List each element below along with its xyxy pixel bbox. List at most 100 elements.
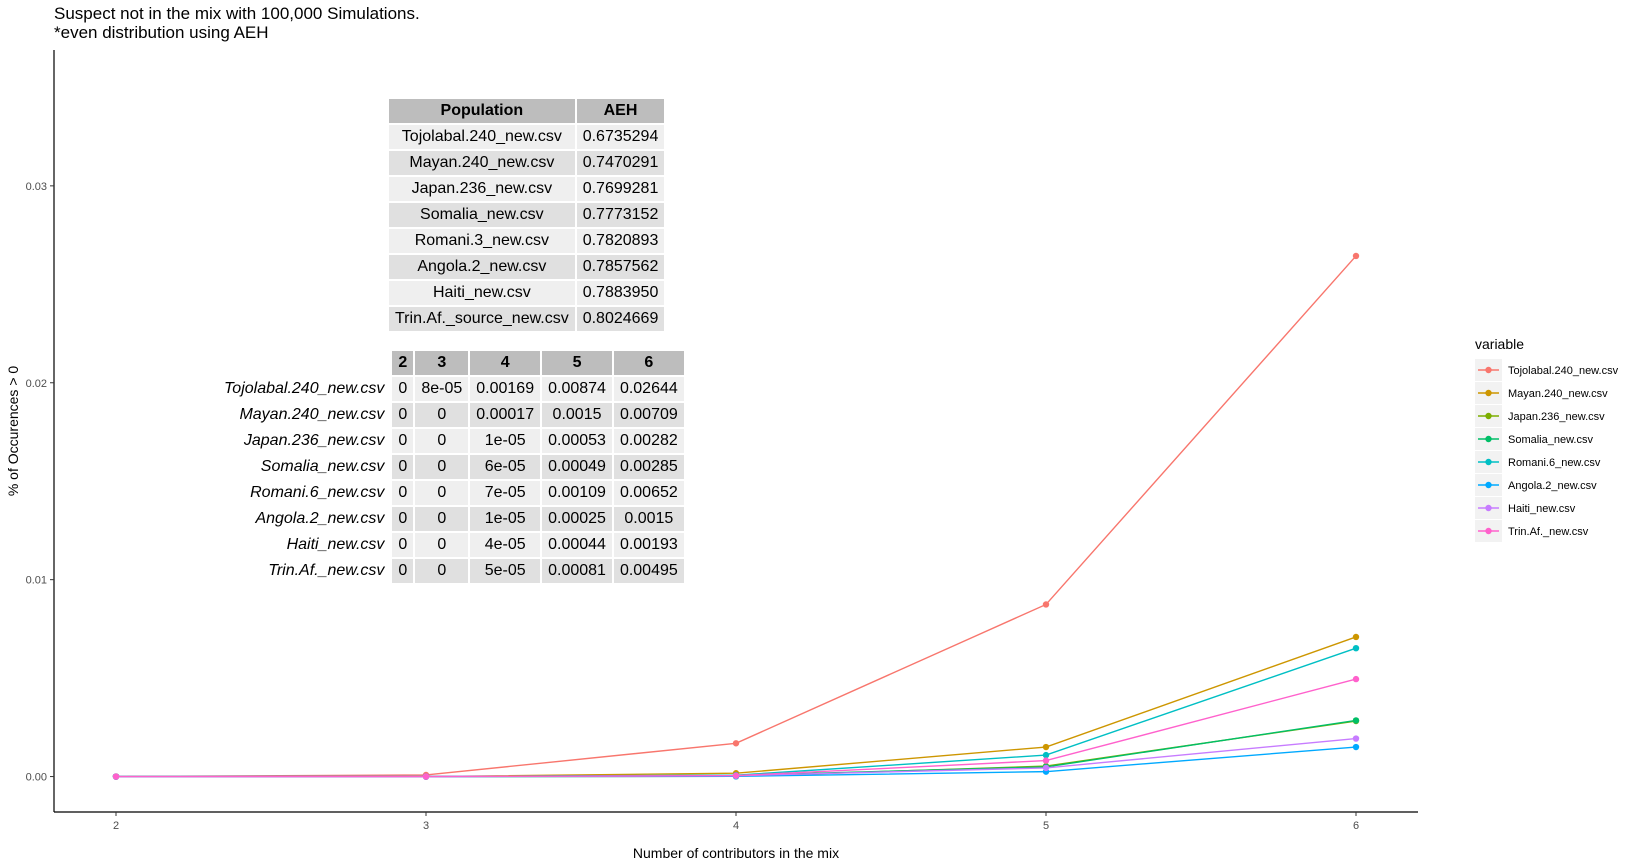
counts-value-cell: 0 (415, 455, 469, 479)
aeh-population-cell: Mayan.240_new.csv (389, 151, 575, 175)
counts-table-body: Tojolabal.240_new.csv 0 8e-05 0.00169 0.0087… (218, 377, 684, 583)
legend-label: Haiti_new.csv (1508, 503, 1576, 515)
counts-value-cell: 8e-05 (415, 377, 469, 401)
legend-label: Mayan.240_new.csv (1508, 388, 1608, 400)
data-point (1352, 717, 1360, 724)
counts-value-cell: 0 (392, 377, 414, 401)
counts-row-label: Somalia_new.csv (260, 458, 385, 475)
counts-value-cell: 0.00874 (542, 377, 612, 401)
legend-item: Trin.Af._new.csv (1475, 520, 1589, 542)
counts-row-label: Mayan.240_new.csv (239, 406, 385, 423)
counts-value-cell: 0 (415, 507, 469, 531)
x-tick-label: 6 (1353, 820, 1359, 832)
counts-value-cell: 6e-05 (470, 455, 541, 479)
counts-row-label: Romani.6_new.csv (250, 484, 385, 501)
aeh-table-row: Tojolabal.240_new.csv 0.6735294 (389, 125, 665, 149)
counts-table-row: Angola.2_new.csv 0 0 1e-05 0.00025 0.0015 (218, 507, 684, 531)
data-point (1352, 675, 1360, 683)
counts-value-cell: 0 (392, 481, 414, 505)
counts-value-cell: 0 (415, 429, 469, 453)
data-point (1042, 764, 1050, 772)
legend-item: Angola.2_new.csv (1475, 474, 1597, 496)
counts-header-cell: 6 (613, 351, 684, 375)
x-tick-label: 2 (113, 820, 119, 832)
chart-title-line-2: *even distribution using AEH (54, 23, 269, 42)
aeh-value-cell: 0.7820893 (576, 229, 665, 253)
counts-row-label: Trin.Af._new.csv (268, 562, 385, 579)
aeh-value-cell: 0.7883950 (576, 281, 665, 305)
counts-value-cell: 0 (392, 455, 414, 479)
counts-value-cell: 0.00282 (613, 429, 684, 453)
counts-row-label: Japan.236_new.csv (243, 432, 385, 449)
data-point (1042, 601, 1050, 608)
aeh-value-cell: 0.7470291 (576, 151, 665, 175)
counts-value-cell: 0 (392, 533, 414, 557)
counts-value-cell: 5e-05 (470, 559, 541, 583)
y-tick-label: 0.03 (26, 181, 47, 193)
legend-key-point (1485, 366, 1492, 374)
legend-key-point (1485, 504, 1492, 512)
aeh-value-cell: 0.7857562 (576, 255, 665, 279)
counts-table-row: Trin.Af._new.csv 0 0 5e-05 0.00081 0.00495 (218, 559, 684, 583)
counts-value-cell: 0.00044 (542, 533, 612, 557)
aeh-table-row: Somalia_new.csv 0.7773152 (389, 203, 665, 227)
counts-value-cell: 0.00285 (613, 455, 684, 479)
x-tick-label: 3 (423, 820, 429, 832)
aeh-table-row: Trin.Af._source_new.csv 0.8024669 (389, 307, 665, 331)
counts-header-blank (218, 351, 390, 375)
counts-value-cell: 0.00025 (542, 507, 612, 531)
aeh-table-header: Population AEH (389, 99, 665, 123)
data-point (732, 740, 740, 747)
aeh-population-cell: Somalia_new.csv (389, 203, 575, 227)
counts-value-cell: 0.00652 (613, 481, 684, 505)
counts-value-cell: 0.00193 (613, 533, 684, 557)
series-2 (112, 633, 1360, 780)
legend-label: Romani.6_new.csv (1508, 457, 1601, 469)
counts-value-cell: 0.0015 (613, 507, 684, 531)
counts-value-cell: 0 (415, 403, 469, 427)
counts-value-cell: 4e-05 (470, 533, 541, 557)
counts-value-cell: 0 (392, 429, 414, 453)
legend-item: Mayan.240_new.csv (1475, 382, 1608, 404)
data-point (1042, 757, 1050, 764)
aeh-population-cell: Tojolabal.240_new.csv (389, 125, 575, 149)
chart-title-line-1: Suspect not in the mix with 100,000 Simu… (54, 4, 420, 23)
legend-item: Japan.236_new.csv (1475, 405, 1605, 427)
aeh-table-row: Angola.2_new.csv 0.7857562 (389, 255, 665, 279)
x-tick-label: 5 (1043, 820, 1049, 832)
counts-value-cell: 0.00081 (542, 559, 612, 583)
counts-table-row: Haiti_new.csv 0 0 4e-05 0.00044 0.00193 (218, 533, 684, 557)
counts-value-cell: 0.0015 (542, 403, 612, 427)
counts-table-row: Somalia_new.csv 0 0 6e-05 0.00049 0.00285 (218, 455, 684, 479)
counts-value-cell: 1e-05 (470, 507, 541, 531)
series-line (116, 719, 1357, 778)
data-point (1352, 743, 1360, 751)
counts-table-row: Japan.236_new.csv 0 0 1e-05 0.00053 0.00282 (218, 429, 684, 453)
chart-title: Suspect not in the mix with 100,000 Simu… (54, 4, 420, 42)
counts-table-row: Tojolabal.240_new.csv 0 8e-05 0.00169 0.0087… (218, 377, 684, 401)
legend-item: Tojolabal.240_new.csv (1475, 359, 1619, 381)
counts-value-cell: 0 (415, 533, 469, 557)
aeh-table-row: Mayan.240_new.csv 0.7470291 (389, 151, 665, 175)
counts-value-cell: 0.00169 (470, 377, 541, 401)
counts-header-cell: 2 (392, 351, 414, 375)
counts-value-cell: 0.00709 (613, 403, 684, 427)
legend-key-point (1485, 458, 1492, 466)
series-8 (112, 675, 1360, 780)
data-point (1352, 252, 1360, 260)
aeh-population-cell: Romani.3_new.csv (389, 229, 575, 253)
legend-item: Romani.6_new.csv (1475, 451, 1601, 473)
counts-value-cell: 0.00495 (613, 559, 684, 583)
counts-value-cell: 0 (415, 559, 469, 583)
aeh-table-row: Japan.236_new.csv 0.7699281 (389, 177, 665, 201)
legend-label: Somalia_new.csv (1508, 434, 1593, 446)
counts-row-label: Tojolabal.240_new.csv (224, 380, 385, 397)
aeh-header-cell: Population (389, 99, 575, 123)
legend-key-point (1485, 527, 1492, 535)
aeh-table-row: Haiti_new.csv 0.7883950 (389, 281, 665, 305)
counts-table-row: Romani.6_new.csv 0 0 7e-05 0.00109 0.00652 (218, 481, 684, 505)
x-axis-title: Number of contributors in the mix (633, 845, 839, 861)
